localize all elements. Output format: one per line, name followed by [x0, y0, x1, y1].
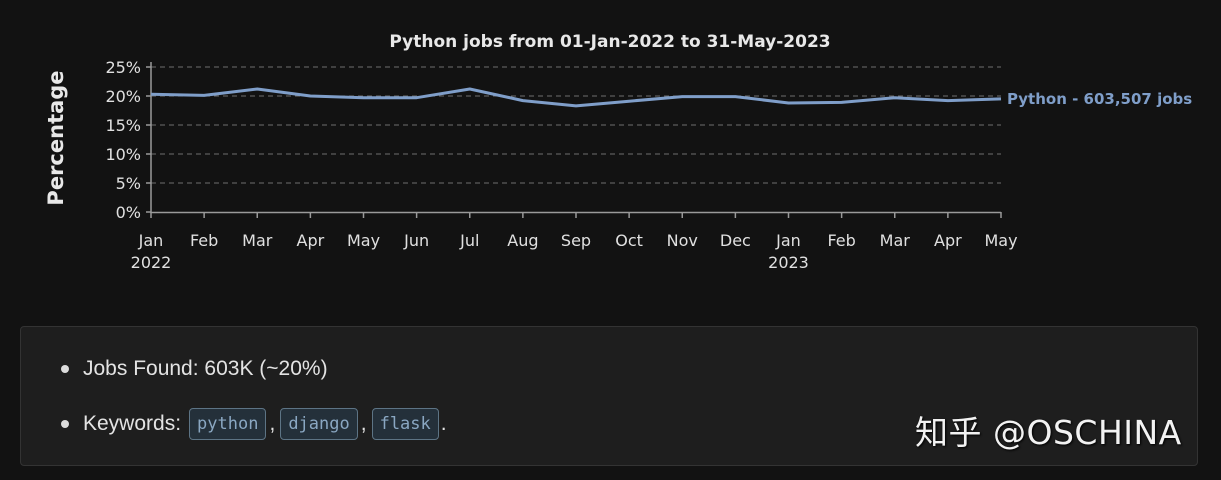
y-axis-ticks: 0% 5% 10% 15% 20% 25%: [105, 58, 151, 222]
svg-text:Apr: Apr: [934, 231, 962, 250]
svg-text:10%: 10%: [105, 145, 141, 164]
svg-text:Feb: Feb: [190, 231, 218, 250]
svg-text:Sep: Sep: [561, 231, 591, 250]
svg-text:Jan: Jan: [775, 231, 801, 250]
bullet-icon: [61, 420, 69, 428]
svg-text:0%: 0%: [116, 203, 141, 222]
svg-text:5%: 5%: [116, 174, 141, 193]
jobs-found-text: Jobs Found: 603K (~20%): [83, 357, 328, 380]
keywords-item: Keywords: python , django , flask .: [61, 406, 447, 442]
svg-text:Jan: Jan: [138, 231, 164, 250]
python-series-line: [150, 87, 1002, 108]
x-axis-ticks: Jan Feb Mar Apr May Jun Jul Aug Sep Oct Nov Dec Jan F…: [131, 212, 1018, 272]
svg-text:20%: 20%: [105, 87, 141, 106]
period: .: [440, 412, 447, 435]
summary-card: Jobs Found: 603K (~20%) Keywords: python…: [20, 326, 1198, 466]
jobs-found-item: Jobs Found: 603K (~20%): [61, 351, 447, 387]
keyword-tag-python: python: [189, 408, 267, 440]
comma: ,: [269, 412, 276, 435]
svg-text:Oct: Oct: [615, 231, 643, 250]
line-chart: Python jobs from 01-Jan-2022 to 31-May-2…: [44, 32, 1192, 272]
summary-list: Jobs Found: 603K (~20%) Keywords: python…: [61, 351, 447, 461]
svg-text:25%: 25%: [105, 58, 141, 77]
svg-text:2023: 2023: [768, 253, 809, 272]
svg-text:May: May: [984, 231, 1017, 250]
svg-text:Feb: Feb: [827, 231, 855, 250]
svg-text:Mar: Mar: [880, 231, 911, 250]
svg-text:Dec: Dec: [720, 231, 751, 250]
watermark: 知乎 @OSCHINA: [915, 413, 1182, 452]
gridlines: [151, 66, 1001, 184]
comma: ,: [360, 412, 367, 435]
svg-text:Nov: Nov: [667, 231, 698, 250]
svg-text:May: May: [347, 231, 380, 250]
chart-title: Python jobs from 01-Jan-2022 to 31-May-2…: [389, 32, 830, 52]
svg-text:Jul: Jul: [459, 231, 479, 250]
svg-text:Jun: Jun: [403, 231, 429, 250]
keyword-tag-django: django: [280, 408, 358, 440]
keyword-tag-flask: flask: [371, 408, 439, 440]
svg-text:Aug: Aug: [507, 231, 538, 250]
svg-text:15%: 15%: [105, 116, 141, 135]
svg-text:Mar: Mar: [242, 231, 273, 250]
python-series-label: Python - 603,507 jobs: [1007, 90, 1192, 108]
svg-text:2022: 2022: [131, 253, 172, 272]
y-axis-label: Percentage: [44, 70, 68, 205]
svg-text:Apr: Apr: [297, 231, 325, 250]
bullet-icon: [61, 365, 69, 373]
keywords-label: Keywords:: [83, 412, 182, 435]
